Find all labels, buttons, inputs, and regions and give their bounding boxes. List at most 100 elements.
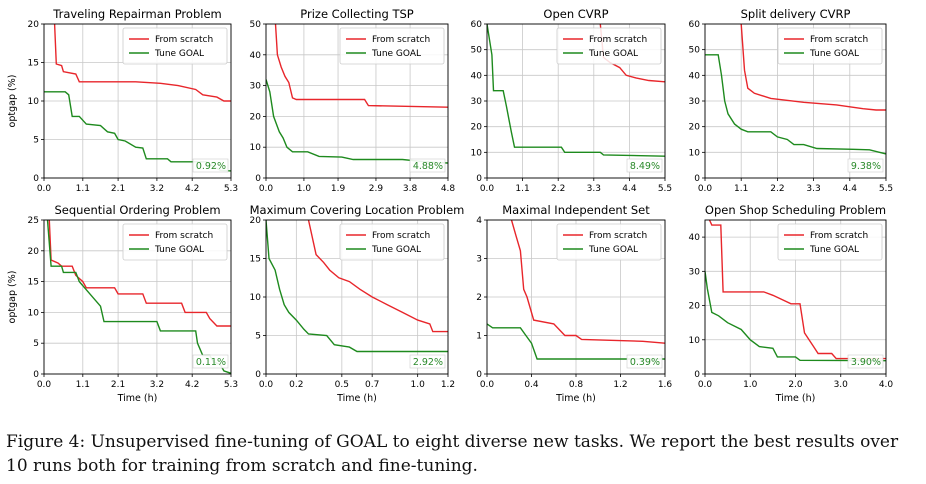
legend-label: From scratch (589, 231, 647, 241)
legend-label: Tune GOAL (809, 49, 859, 59)
x-axis-label: Time (h) (775, 393, 816, 404)
chart-title: Maximal Independent Set (502, 203, 650, 217)
series-line-from-scratch (510, 220, 665, 344)
final-gap-annotation: 8.49% (630, 161, 660, 172)
x-tick-label: 3.8 (403, 184, 418, 194)
y-tick-label: 0 (33, 174, 39, 184)
x-tick-label: 0.7 (365, 380, 379, 390)
y-tick-label: 0 (694, 370, 700, 380)
annotation-box (192, 158, 229, 173)
series-line-tune-goal (705, 271, 886, 362)
y-tick-label: 30 (250, 82, 262, 92)
chart-panel-2: 0.0 1.0 1.9 2.9 3.8 4.8 0 10 20 30 40 50 Prize Colle… (250, 7, 456, 194)
x-tick-label: 0.4 (524, 380, 539, 390)
y-tick-label: 30 (689, 267, 701, 277)
series-line-from-scratch (274, 24, 448, 108)
x-tick-label: 1.2 (613, 380, 627, 390)
series-line-from-scratch (740, 24, 886, 111)
x-tick-label: 0.0 (259, 380, 274, 390)
x-tick-label: 2.1 (111, 380, 125, 390)
y-tick-label: 50 (689, 46, 701, 56)
y-tick-label: 20 (28, 20, 40, 30)
series-line-tune-goal (705, 54, 886, 155)
y-tick-label: 10 (28, 97, 40, 107)
annotation-box (847, 158, 884, 173)
x-tick-label: 1.9 (331, 184, 346, 194)
y-tick-label: 10 (250, 293, 262, 303)
x-tick-label: 1.1 (734, 184, 748, 194)
x-tick-label: 4.8 (441, 184, 456, 194)
chart-title: Open Shop Scheduling Problem (705, 203, 886, 217)
x-tick-label: 0.0 (259, 184, 274, 194)
legend-label: Tune GOAL (588, 245, 638, 255)
y-tick-label: 20 (28, 247, 40, 257)
chart-panel-3: 0.0 1.1 2.2 3.3 4.4 5.5 0 10 20 30 40 50 60 Open CVRP… (471, 7, 673, 194)
x-tick-label: 2.2 (551, 184, 565, 194)
x-tick-label: 0.0 (480, 380, 495, 390)
y-tick-label: 10 (28, 308, 40, 318)
y-tick-label: 10 (471, 148, 483, 158)
y-tick-label: 20 (689, 302, 701, 312)
legend-box (122, 27, 228, 65)
annotation-box (626, 158, 663, 173)
chart-title: Open CVRP (543, 7, 608, 21)
legend-box (777, 223, 883, 261)
chart-title: Maximum Covering Location Problem (250, 203, 465, 217)
y-tick-label: 50 (250, 20, 262, 30)
chart-panel-7: 0.0 0.4 0.8 1.2 1.6 0 1 2 3 4 Maximal Independent … (476, 203, 672, 404)
final-gap-annotation: 3.90% (851, 357, 881, 368)
figure-grid: 0.0 1.1 2.1 3.2 4.2 5.3 0 5 10 15 20 Traveling Repa… (7, 7, 894, 404)
legend-label: Tune GOAL (154, 49, 204, 59)
x-tick-label: 1.2 (441, 380, 455, 390)
plot-frame (265, 23, 449, 179)
y-tick-label: 25 (28, 216, 39, 226)
x-tick-label: 0.0 (698, 380, 713, 390)
x-tick-label: 5.3 (224, 380, 238, 390)
y-tick-label: 40 (689, 233, 701, 243)
x-tick-label: 1.0 (297, 184, 312, 194)
y-tick-label: 0 (476, 174, 482, 184)
x-tick-label: 1.0 (743, 380, 758, 390)
legend-label: Tune GOAL (371, 245, 421, 255)
legend-label: Tune GOAL (588, 49, 638, 59)
x-tick-label: 3.3 (806, 184, 820, 194)
series-line-from-scratch (708, 220, 886, 360)
y-tick-label: 60 (689, 20, 701, 30)
x-tick-label: 0.8 (569, 380, 584, 390)
series-line-tune-goal (266, 220, 448, 353)
legend-label: From scratch (372, 231, 430, 241)
y-tick-label: 5 (255, 332, 261, 342)
y-tick-label: 40 (471, 71, 483, 81)
x-tick-label: 2.2 (770, 184, 784, 194)
x-tick-label: 0.0 (698, 184, 713, 194)
x-tick-label: 4.0 (879, 380, 894, 390)
y-tick-label: 30 (471, 97, 483, 107)
series-line-from-scratch (307, 220, 448, 333)
final-gap-annotation: 0.39% (630, 357, 660, 368)
x-tick-label: 4.4 (843, 184, 858, 194)
legend-box (556, 27, 662, 65)
y-tick-label: 3 (476, 255, 482, 265)
y-tick-label: 20 (250, 216, 262, 226)
y-tick-label: 0 (694, 174, 700, 184)
y-tick-label: 0 (255, 370, 261, 380)
series-line-from-scratch (53, 24, 231, 102)
y-tick-label: 15 (28, 278, 39, 288)
legend-label: Tune GOAL (809, 245, 859, 255)
legend-label: From scratch (589, 35, 647, 45)
y-axis-label: optgap (%) (7, 271, 18, 324)
y-tick-label: 0 (476, 370, 482, 380)
y-tick-label: 2 (476, 293, 482, 303)
y-tick-label: 20 (250, 112, 262, 122)
x-tick-label: 3.2 (150, 380, 164, 390)
chart-panel-5: 0.0 1.1 2.1 3.2 4.2 5.3 0 5 10 15 20 25 Sequential O… (7, 203, 238, 404)
x-tick-label: 0.0 (37, 184, 52, 194)
chart-title: Sequential Ordering Problem (54, 203, 220, 217)
y-tick-label: 30 (689, 97, 701, 107)
legend-label: Tune GOAL (154, 245, 204, 255)
y-tick-label: 50 (471, 46, 483, 56)
x-tick-label: 2.1 (111, 184, 125, 194)
x-tick-label: 3.2 (150, 184, 164, 194)
